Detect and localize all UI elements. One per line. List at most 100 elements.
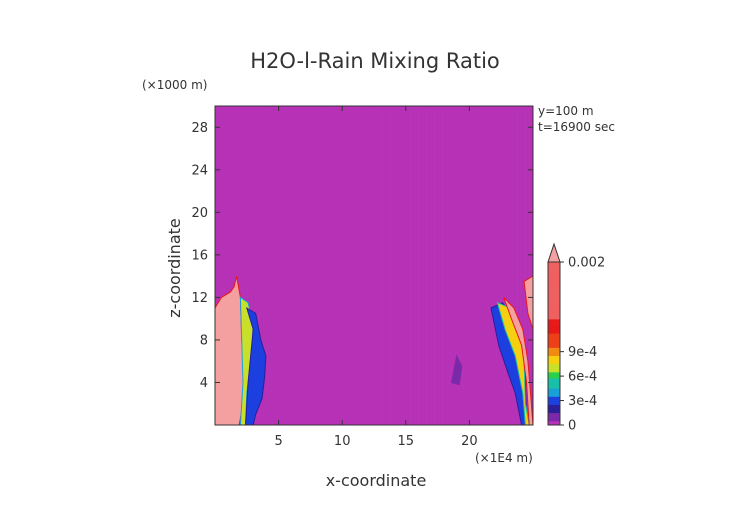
colorbar-swatch (548, 388, 560, 391)
colorbar-swatch (548, 270, 560, 273)
colorbar-swatch (548, 386, 560, 389)
colorbar-swatch (548, 369, 560, 373)
x-axis-ticks: 5 10 15 20 (274, 106, 478, 449)
colorbar-swatch (548, 329, 560, 332)
colorbar-swatch (548, 298, 560, 302)
colorbar-swatch (548, 272, 560, 275)
colorbar-swatch (548, 306, 560, 310)
colorbar-swatch (548, 365, 560, 369)
colorbar-swatch (548, 280, 560, 283)
colorbar-swatch (548, 262, 560, 265)
colorbar-swatch (548, 422, 560, 426)
x-tick-label: 5 (274, 434, 282, 449)
x-tick-label: 20 (461, 434, 478, 449)
colorbar-swatch (548, 351, 560, 354)
colorbar-swatch (548, 312, 560, 316)
colorbar-extend-arrow (547, 242, 561, 263)
colorbar-swatch (548, 333, 560, 336)
colorbar-tick-label: 9e-4 (568, 345, 597, 360)
y-tick-label: 12 (191, 291, 208, 306)
colorbar-swatch (548, 398, 560, 401)
colorbar-swatch (548, 266, 560, 269)
colorbar-swatch (548, 302, 560, 306)
colorbar-swatch (548, 367, 560, 371)
colorbar-tick-label: 0 (568, 419, 576, 434)
colorbar-swatch (548, 321, 560, 324)
colorbar-swatch (548, 378, 560, 381)
colorbar-swatch (548, 339, 560, 342)
colorbar-swatch (548, 314, 560, 318)
colorbar-swatch (548, 380, 560, 383)
annotation-y-slice: y=100 m (538, 104, 594, 118)
x-axis-label: x-coordinate (326, 471, 427, 490)
colorbar-swatch (548, 317, 560, 320)
colorbar-swatch (548, 319, 560, 322)
x-axis-unit: (×1E4 m) (475, 451, 533, 465)
y-axis-label: z-coordinate (165, 218, 184, 318)
colorbar-swatch (548, 282, 560, 285)
y-tick-label: 28 (191, 121, 208, 136)
plot-frame (214, 105, 534, 426)
colorbar-swatch (548, 359, 560, 363)
y-tick-label: 20 (191, 206, 208, 221)
colorbar-swatch (548, 276, 560, 279)
colorbar-swatch (548, 416, 560, 420)
colorbar-swatch (548, 294, 560, 297)
colorbar-swatch (548, 410, 560, 414)
colorbar-swatch (548, 286, 560, 289)
y-tick-label: 4 (200, 376, 208, 391)
colorbar-swatch (548, 331, 560, 334)
colorbar-swatch (548, 406, 560, 409)
colorbar-swatch (548, 347, 560, 350)
colorbar-swatch (548, 372, 560, 375)
colorbar-swatch (548, 374, 560, 377)
y-axis-ticks: 4 8 12 16 20 24 28 (191, 121, 533, 391)
colorbar-swatch (548, 392, 560, 395)
chart-title: H2O-l-Rain Mixing Ratio (250, 49, 500, 73)
y-axis-unit: (×1000 m) (142, 78, 207, 92)
colorbar-swatch (548, 404, 560, 407)
colorbar-swatch (548, 357, 560, 361)
colorbar-swatch (548, 278, 560, 281)
heatmap-plot: 5 10 15 20 4 8 12 16 20 24 28 (191, 105, 534, 449)
colorbar-swatch (548, 304, 560, 308)
colorbar-tick-label: 0.002 (568, 256, 605, 271)
colorbar-swatch (548, 414, 560, 418)
colorbar-tick-label: 6e-4 (568, 370, 597, 385)
colorbar-swatch (548, 292, 560, 295)
colorbar-swatch (548, 363, 560, 367)
colorbar-swatch (548, 418, 560, 422)
colorbar-swatch (548, 341, 560, 344)
colorbar-swatch (548, 382, 560, 385)
colorbar-swatch (548, 325, 560, 328)
colorbar-swatch (548, 361, 560, 365)
colorbar-swatch (548, 296, 560, 299)
colorbar-swatch (548, 288, 560, 291)
colorbar-swatch (548, 376, 560, 379)
x-tick-label: 10 (334, 434, 351, 449)
colorbar-swatch (548, 408, 560, 412)
colorbar-swatch (548, 355, 560, 359)
colorbar-swatch (548, 345, 560, 348)
field-layer (214, 106, 534, 426)
colorbar-swatch (548, 420, 560, 424)
field-region-left-plume-low (244, 306, 267, 426)
y-tick-label: 8 (200, 333, 208, 348)
colorbar-swatch (548, 337, 560, 340)
colorbar-swatch (548, 402, 560, 405)
colorbar-swatch (548, 323, 560, 326)
colorbar-swatch (548, 310, 560, 314)
colorbar: 0 3e-4 6e-4 9e-4 0.002 (547, 242, 605, 434)
colorbar-swatch (548, 300, 560, 304)
field-region-small-trace (451, 354, 463, 386)
colorbar-swatch (548, 349, 560, 352)
colorbar-frame (547, 261, 561, 426)
colorbar-swatch (548, 335, 560, 338)
colorbar-swatch (548, 390, 560, 393)
annotation-time: t=16900 sec (538, 120, 615, 134)
colorbar-swatch (548, 327, 560, 330)
y-tick-label: 16 (191, 248, 208, 263)
colorbar-swatch (548, 400, 560, 403)
colorbar-swatch (548, 353, 560, 357)
colorbar-swatch (548, 308, 560, 312)
